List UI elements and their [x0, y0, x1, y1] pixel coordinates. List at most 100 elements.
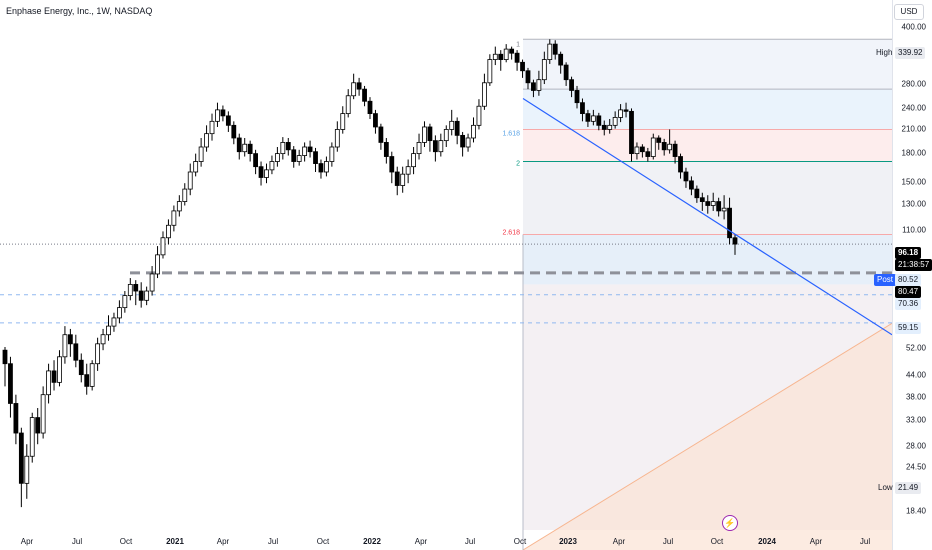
candle-body — [509, 48, 515, 54]
candle-body — [514, 52, 520, 63]
time-tick-label: Apr — [612, 537, 626, 546]
price-tick-label: 44.00 — [905, 370, 926, 380]
candle-body — [639, 146, 645, 153]
candle-body — [716, 201, 722, 212]
candle-body — [29, 417, 35, 457]
candle-body — [650, 137, 656, 157]
candle-body — [160, 237, 166, 256]
time-tick-label: Apr — [216, 537, 230, 546]
time-tick-label: 2022 — [363, 537, 381, 546]
candle-body — [503, 48, 509, 60]
candle-body — [95, 343, 101, 365]
candle-body — [307, 146, 313, 153]
candle-body — [411, 153, 416, 168]
candle-body — [492, 53, 498, 60]
candle-body — [144, 290, 150, 301]
candle-body — [520, 61, 525, 72]
level-59-tag: 59.15 — [895, 322, 922, 334]
candle-body — [460, 134, 466, 148]
time-tick-label: 2021 — [166, 537, 184, 546]
candle-body — [280, 142, 286, 155]
candle-body — [727, 207, 732, 239]
trend-line — [522, 97, 893, 336]
candle-body — [176, 201, 182, 212]
projection-edge — [522, 322, 893, 550]
candle-body — [236, 137, 242, 153]
candle-body — [482, 82, 487, 107]
candle-body — [683, 171, 689, 182]
time-tick-label: Jul — [662, 537, 674, 546]
fib-level-1-label: 1 — [516, 41, 520, 49]
candle-body — [612, 117, 618, 126]
candle-body — [324, 161, 329, 173]
candle-body — [2, 349, 8, 365]
candle-body — [182, 188, 188, 202]
level-80-tag: 80.47 — [895, 286, 922, 298]
candle-body — [133, 284, 139, 292]
candle-body — [438, 140, 444, 153]
candle-body — [302, 146, 308, 156]
price-tick-label: 18.40 — [905, 506, 926, 516]
candle-body — [672, 143, 678, 157]
candle-body — [634, 146, 640, 155]
candle-body — [405, 166, 411, 175]
candle-body — [334, 129, 340, 148]
candle-body — [117, 307, 122, 319]
low-label: Low — [878, 483, 893, 492]
candle-body — [296, 155, 302, 162]
candle-body — [51, 370, 57, 383]
bar-countdown-tag: 21:38:57 — [895, 259, 932, 271]
price-tick-label: 24.50 — [905, 462, 926, 472]
candle-body — [629, 110, 634, 155]
candle-body — [705, 201, 711, 206]
fib-zone — [523, 234, 892, 285]
fib-zone — [523, 39, 892, 90]
candle-body — [247, 143, 253, 155]
candle-body — [432, 140, 438, 153]
candle-body — [62, 334, 68, 358]
fib-level-1618-label: 1.618 — [502, 130, 520, 138]
time-tick-label: Apr — [414, 537, 428, 546]
candle-body — [13, 403, 19, 434]
time-tick-label: Oct — [119, 537, 133, 546]
candle-body — [269, 161, 275, 171]
post-market-price-tag: 80.52 — [895, 274, 922, 286]
candle-body — [73, 343, 79, 361]
candle-body — [389, 156, 395, 173]
time-tick-label: Jul — [859, 537, 871, 546]
candle-body — [585, 113, 591, 122]
time-tick-label: 2023 — [559, 537, 577, 546]
candle-body — [127, 284, 133, 297]
candle-body — [187, 171, 193, 190]
fib-level-2-label: 2 — [516, 160, 520, 168]
price-tick-label: 150.00 — [901, 177, 926, 187]
candle-body — [487, 59, 493, 84]
candle-body — [46, 370, 51, 396]
price-tick-label: 33.00 — [905, 415, 926, 425]
candle-body — [318, 163, 324, 173]
currency-button[interactable]: USD — [894, 4, 924, 20]
price-tick-label: 28.00 — [905, 441, 926, 451]
candle-body — [8, 363, 13, 404]
lightning-icon[interactable]: ⚡ — [722, 515, 738, 531]
candle-body — [449, 120, 455, 130]
candle-body — [198, 146, 204, 162]
candle-body — [667, 143, 673, 151]
candle-body — [601, 124, 607, 130]
price-tick-label: 210.00 — [901, 124, 926, 134]
current-price-tag: 96.18 — [895, 247, 922, 259]
candle-body — [329, 146, 335, 162]
candle-body — [378, 126, 384, 143]
candle-body — [525, 70, 531, 84]
candle-body — [215, 109, 220, 122]
high-label: High — [876, 48, 893, 57]
price-tick-label: 38.00 — [905, 392, 926, 402]
candle-body — [67, 334, 73, 345]
candle-body — [694, 188, 700, 199]
candle-body — [498, 53, 504, 60]
candle-body — [443, 129, 449, 142]
time-tick-label: Apr — [20, 537, 34, 546]
candle-body — [710, 201, 716, 206]
